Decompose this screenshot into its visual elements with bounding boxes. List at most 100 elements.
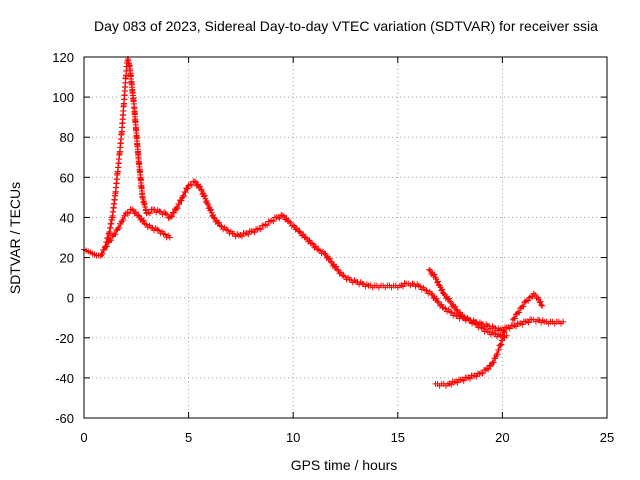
data-point	[129, 206, 136, 213]
data-point-fill	[268, 217, 275, 224]
data-point-fill	[256, 225, 263, 232]
data-point-fill	[466, 375, 473, 382]
data-point-fill	[306, 237, 313, 244]
data-point-fill	[492, 355, 499, 362]
data-point	[522, 298, 529, 305]
data-point	[309, 240, 316, 247]
data-point-fill	[108, 237, 115, 244]
data-point-fill	[525, 297, 532, 304]
data-point-fill	[112, 231, 119, 238]
data-point	[279, 212, 286, 219]
data-point	[503, 332, 510, 339]
data-point-fill	[170, 209, 177, 216]
series-main-trace	[81, 56, 567, 334]
data-point-fill	[446, 295, 453, 302]
data-point-fill	[224, 227, 231, 234]
series-secondary-trace	[97, 206, 173, 259]
data-point-fill	[495, 347, 502, 354]
data-point-fill	[326, 255, 333, 262]
data-point	[434, 298, 441, 305]
data-point-fill	[188, 182, 195, 189]
data-point-fill	[400, 283, 407, 290]
data-point-fill	[207, 206, 214, 213]
data-point-fill	[511, 315, 518, 322]
data-point	[166, 234, 173, 241]
data-point-fill	[439, 286, 446, 293]
data-point	[302, 234, 309, 241]
y-tick-label: 80	[60, 130, 74, 145]
grid	[84, 57, 607, 418]
data-point-fill	[132, 209, 139, 216]
data-point-fill	[519, 321, 526, 328]
data-point-fill	[270, 218, 277, 225]
data-point-fill	[473, 373, 480, 380]
y-tick-label: -20	[55, 331, 74, 346]
y-tick-label: 60	[60, 170, 74, 185]
plot-frame	[83, 56, 608, 419]
axis-ticks: -60 -40 -20 0 20 40 60 80 100 120 0 5 10 15 20 25	[52, 50, 614, 445]
data-point-fill	[537, 298, 544, 305]
data-point-fill	[477, 369, 484, 376]
data-point	[150, 206, 157, 213]
data-point-fill	[101, 247, 108, 254]
y-tick-label: 0	[67, 291, 74, 306]
data-point-fill	[218, 223, 225, 230]
data-point-fill	[460, 377, 467, 384]
y-axis-label: SDTVAR / TECUs	[7, 182, 23, 294]
data-point-fill	[215, 219, 222, 226]
data-point-fill	[262, 221, 269, 228]
y-tick-label: 20	[60, 251, 74, 266]
data-point	[327, 258, 334, 265]
data-point-fill	[201, 192, 208, 199]
data-point-fill	[454, 379, 461, 386]
data-point-fill	[483, 365, 490, 372]
data-point-fill	[442, 305, 449, 312]
data-point	[162, 210, 169, 217]
data-point-fill	[197, 183, 204, 190]
data-point-fill	[257, 226, 264, 233]
data-point	[210, 214, 217, 221]
data-point	[491, 330, 498, 337]
data-point-fill	[143, 221, 150, 228]
data-point-fill	[316, 247, 323, 254]
y-tick-label: -40	[55, 371, 74, 386]
data-point	[286, 218, 293, 225]
data-points	[81, 56, 567, 389]
data-point-fill	[438, 301, 445, 308]
chart-title: Day 083 of 2023, Sidereal Day-to-day VTE…	[94, 18, 598, 34]
data-point	[156, 208, 163, 215]
data-point	[482, 366, 489, 373]
data-point	[426, 266, 433, 273]
data-point-fill	[287, 219, 294, 226]
data-point-fill	[116, 225, 123, 232]
data-point-fill	[431, 271, 438, 278]
data-point-fill	[300, 231, 307, 238]
y-tick-label: 40	[60, 210, 74, 225]
data-point-fill	[104, 243, 111, 250]
data-point-fill	[293, 225, 300, 232]
y-tick-label: 120	[52, 50, 74, 65]
data-point	[491, 324, 498, 331]
series-upper-branch	[426, 266, 510, 341]
data-point-fill	[433, 295, 440, 302]
data-point	[135, 212, 142, 219]
data-point	[290, 222, 297, 229]
x-tick-label: 0	[80, 430, 87, 445]
data-point	[560, 318, 567, 325]
data-point-fill	[146, 210, 153, 217]
data-point-fill	[245, 231, 252, 238]
data-point	[352, 278, 359, 285]
x-axis-label: GPS time / hours	[291, 457, 398, 473]
data-point-fill	[538, 301, 545, 308]
data-point-fill	[283, 215, 290, 222]
data-point-fill	[512, 323, 519, 330]
data-point-fill	[140, 217, 147, 224]
data-point-fill	[479, 370, 486, 377]
data-point-fill	[180, 193, 187, 200]
data-point-fill	[333, 263, 340, 270]
y-tick-label: 100	[52, 90, 74, 105]
data-point-fill	[312, 243, 319, 250]
data-point	[334, 266, 341, 273]
